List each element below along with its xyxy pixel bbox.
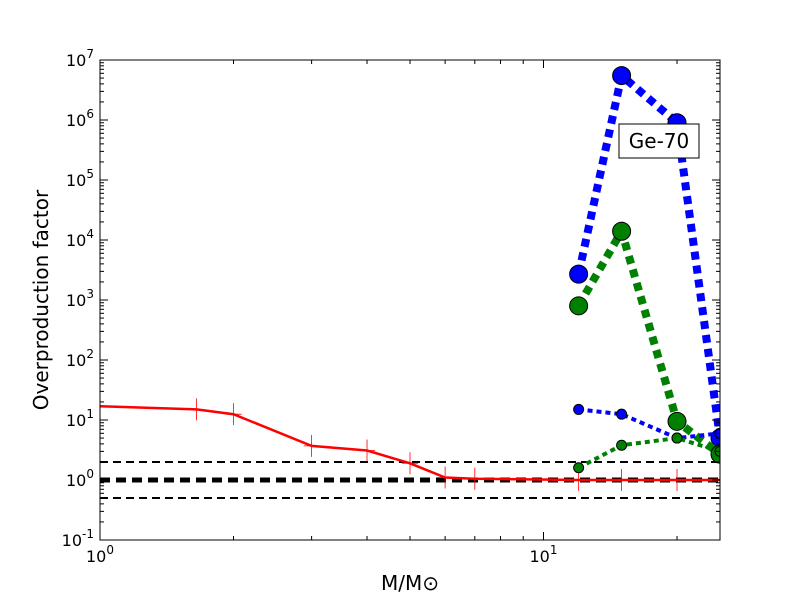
series-1-point — [188, 398, 205, 421]
series-3-line — [575, 221, 720, 458]
y-tick-label: 102 — [66, 347, 94, 370]
series-3-point — [667, 411, 687, 431]
x-tick-label: 101 — [530, 543, 558, 566]
series-1-point — [100, 395, 108, 418]
y-axis-title: Overproduction factor — [29, 189, 53, 410]
x-axis-title: M/M⊙ — [381, 571, 439, 595]
series-5-point — [671, 432, 683, 444]
series-2-point — [612, 66, 632, 86]
series-2-line — [574, 68, 720, 439]
series-1 — [100, 395, 720, 491]
y-tick-label: 107 — [66, 47, 94, 70]
x-tick-label: 100 — [86, 543, 114, 566]
annotation-box: Ge-70 — [618, 123, 700, 159]
series-1-point — [466, 467, 483, 490]
series-3-point — [612, 221, 632, 241]
series-1-point — [359, 439, 376, 462]
series-4-line — [578, 407, 720, 441]
y-tick-label: 106 — [66, 107, 94, 130]
series-1-point — [303, 434, 320, 457]
y-tick-label: 100 — [66, 467, 94, 490]
series-5-point — [616, 439, 628, 451]
series-3 — [569, 221, 720, 464]
series-1-point — [613, 469, 630, 491]
y-tick-label: 104 — [66, 227, 94, 250]
series-5-point — [573, 462, 585, 474]
annotation-frame — [618, 123, 700, 159]
y-tick-label: 105 — [66, 167, 94, 190]
series-1-point — [225, 403, 242, 426]
y-tick-label: 103 — [66, 287, 94, 310]
annotation-label: Ge-70 — [629, 129, 689, 153]
y-tick-label: 101 — [66, 407, 94, 430]
data-series — [100, 66, 720, 491]
series-1-point — [437, 466, 454, 489]
series-1-line — [100, 404, 720, 482]
series-3-point — [569, 296, 589, 316]
series-5-line — [577, 436, 720, 470]
series-4-point — [616, 408, 628, 420]
series-1-point — [402, 452, 418, 475]
series-4-point — [573, 403, 585, 415]
series-2-point — [569, 264, 589, 284]
y-tick-label: 10-1 — [62, 527, 94, 550]
series-1-point — [669, 469, 686, 491]
